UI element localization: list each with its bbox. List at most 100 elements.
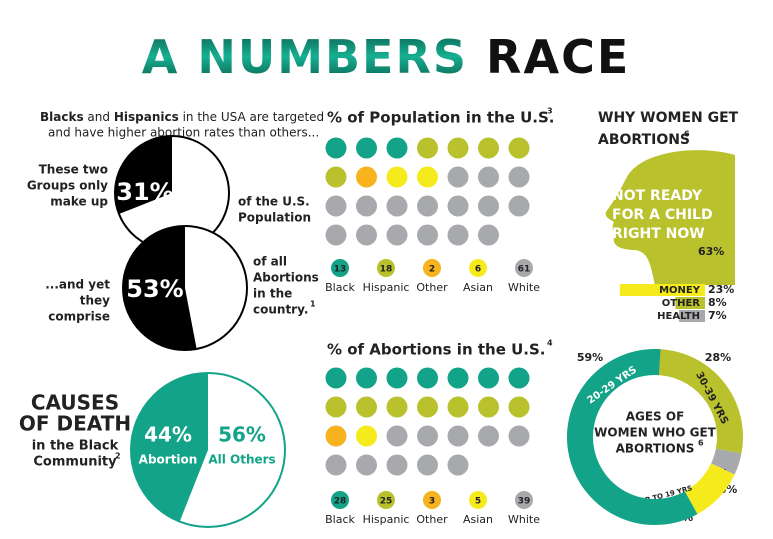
intro-line: and have higher abortion rates than othe… [48, 126, 319, 140]
legend-swatch [469, 259, 487, 277]
legend-swatch [423, 259, 441, 277]
legend-label: White [508, 513, 540, 526]
text-line: OF DEATH [19, 412, 131, 436]
dot [508, 195, 530, 217]
dot [386, 367, 408, 389]
title-part: RACE [486, 30, 630, 84]
legend-label: Black [325, 513, 355, 526]
dot [325, 367, 347, 389]
title-part: A NUMBERS [142, 30, 468, 84]
dot [356, 396, 377, 418]
dot [417, 195, 438, 217]
reason-value: 8% [708, 296, 727, 309]
dot [447, 454, 469, 476]
intro-word: and [87, 110, 110, 124]
legend-label: Hispanic [363, 513, 410, 526]
text-line: in the [253, 287, 292, 301]
text-line: Community [33, 455, 117, 470]
dot [386, 195, 408, 217]
pie-label: All Others [208, 453, 275, 467]
reason-bar [679, 310, 705, 322]
text-line: ...and yet [45, 278, 110, 292]
pie-label: Abortion [139, 453, 198, 467]
donut-value: 28% [705, 351, 731, 364]
reason-value: 7% [708, 309, 727, 322]
pie-slice [131, 373, 208, 522]
footnote: 4 [547, 339, 553, 348]
dot [356, 367, 377, 389]
legend-value: 39 [518, 497, 531, 507]
dot [447, 195, 469, 217]
dot [508, 396, 530, 418]
donut-segment [567, 349, 698, 525]
donut-segment [654, 349, 743, 454]
donut-segment [710, 448, 742, 475]
reason-label: OTHER [662, 298, 701, 309]
dot [508, 137, 530, 159]
text-line: of the U.S. [238, 195, 310, 209]
text-line: ABORTIONS [616, 442, 695, 456]
reason-value: 23% [708, 283, 734, 296]
head [605, 150, 735, 285]
text-line: Groups only [27, 179, 108, 193]
dot [447, 224, 469, 246]
dot [478, 195, 499, 217]
legend-swatch [423, 491, 441, 509]
text-line: These two [39, 163, 108, 177]
dot [386, 396, 408, 418]
dot [386, 166, 408, 188]
text-line: country. [253, 303, 308, 317]
text-line: ABORTIONS [598, 132, 690, 148]
dot [447, 396, 469, 418]
intro-line: Blacks and Hispanics in the USA are targ… [40, 110, 324, 124]
legend-value: 28 [334, 497, 347, 507]
reason-bar [619, 284, 705, 296]
dot [508, 166, 530, 188]
dot [356, 224, 377, 246]
dot [478, 166, 499, 188]
dot [325, 454, 347, 476]
legend-swatch [515, 491, 533, 509]
chart-title: % of Population in the U.S. [327, 109, 554, 127]
reason-bar [675, 297, 705, 309]
legend-value: 6 [475, 265, 481, 275]
legend-swatch [331, 491, 349, 509]
dot [478, 396, 499, 418]
dot [417, 137, 438, 159]
pie-value: 53% [126, 275, 183, 303]
pie-slice [122, 226, 197, 350]
legend-value: 5 [475, 497, 481, 507]
dot [325, 166, 347, 188]
text-line: they [80, 294, 110, 308]
legend-label: Other [416, 513, 448, 526]
legend-value: 18 [380, 265, 393, 275]
dot [417, 454, 438, 476]
dot [478, 367, 499, 389]
text-line: make up [50, 195, 108, 209]
dot [325, 137, 347, 159]
donut-value: 59% [577, 351, 603, 364]
dot [325, 195, 347, 217]
dot [386, 454, 408, 476]
reason-label: FOR A CHILD [612, 207, 713, 223]
intro-word: Hispanics [114, 110, 179, 124]
reason-label: RIGHT NOW [612, 226, 705, 242]
dot [386, 137, 408, 159]
text-line: WOMEN WHO GET [594, 426, 717, 440]
intro-word: in the USA are targeted [183, 110, 325, 124]
dot [386, 425, 408, 447]
dot [325, 224, 347, 246]
legend-label: White [508, 281, 540, 294]
legend-swatch [331, 259, 349, 277]
dot [356, 454, 377, 476]
legend-value: 13 [334, 265, 347, 275]
dot [356, 166, 377, 188]
pie-slice [115, 136, 172, 214]
legend-label: Black [325, 281, 355, 294]
legend-label: Asian [463, 281, 493, 294]
text-line: AGES OF [626, 410, 685, 424]
dot [356, 137, 377, 159]
text-line: comprise [48, 310, 110, 324]
reason-value: 63% [698, 245, 724, 258]
